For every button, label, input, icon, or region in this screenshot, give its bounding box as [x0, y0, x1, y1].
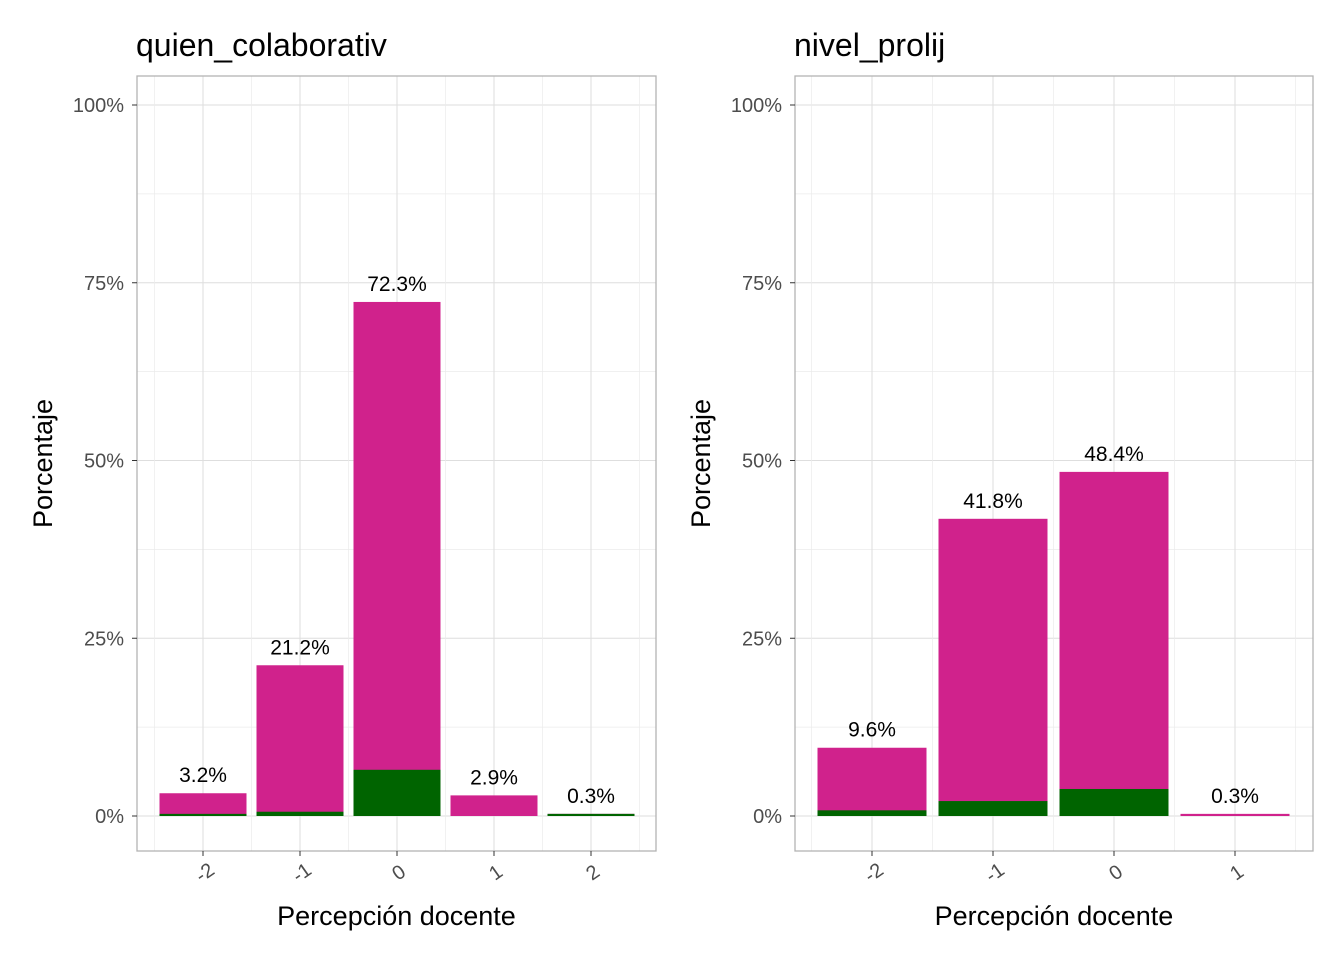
- panel-1: 9.6% 41.8% 48.4% 0.3% 0% 25% 50% 75% 100% -2 -1 0 1 P…: [686, 27, 1314, 931]
- bar-subset: [817, 810, 927, 816]
- y-tick-label: 75%: [84, 273, 124, 295]
- chart-title: nivel_prolij: [794, 27, 945, 63]
- panel-0: 3.2% 21.2% 72.3% 2.9% 0.3% 0% 25% 50% 75% 100% -2 -…: [28, 27, 657, 931]
- y-axis-title: Porcentaje: [28, 399, 58, 528]
- y-tick-label: 50%: [84, 451, 124, 473]
- bar-total: [353, 301, 441, 816]
- data-label: 9.6%: [848, 719, 896, 742]
- data-label: 2.9%: [470, 766, 518, 789]
- data-label: 21.2%: [270, 636, 330, 659]
- x-tick-label: -2: [192, 859, 219, 887]
- x-tick-label: 0: [1105, 861, 1127, 885]
- y-tick-label: 0%: [95, 806, 124, 828]
- data-label: 0.3%: [1211, 785, 1259, 808]
- bar-total: [938, 518, 1048, 816]
- x-tick-label: -1: [982, 859, 1009, 887]
- data-label: 3.2%: [179, 764, 227, 787]
- x-tick-label: 1: [485, 861, 507, 885]
- bar-total: [159, 793, 247, 816]
- y-tick-label: 75%: [742, 273, 782, 295]
- bar-total: [817, 747, 927, 816]
- x-axis-title: Percepción docente: [277, 901, 516, 931]
- y-tick-label: 100%: [73, 95, 124, 117]
- plot-background: [795, 76, 1313, 851]
- bar-total: [450, 795, 538, 816]
- data-label: 0.3%: [567, 785, 615, 808]
- x-tick-label: 1: [1226, 861, 1248, 885]
- data-label: 41.8%: [963, 490, 1023, 513]
- bar-subset: [547, 813, 635, 816]
- data-label: 72.3%: [367, 273, 427, 296]
- x-tick-label: -1: [289, 859, 316, 887]
- bar-total: [1059, 471, 1169, 816]
- bar-subset: [159, 813, 247, 816]
- x-tick-label: -2: [861, 859, 888, 887]
- x-axis-title: Percepción docente: [935, 901, 1174, 931]
- x-tick-label: 0: [388, 861, 410, 885]
- plot-border: [794, 75, 1314, 852]
- bar-subset: [256, 811, 344, 816]
- data-label: 48.4%: [1084, 443, 1144, 466]
- y-tick-label: 25%: [84, 628, 124, 650]
- x-tick-label: 2: [582, 861, 604, 885]
- chart-title: quien_colaborativ: [136, 27, 387, 63]
- y-axis-title: Porcentaje: [686, 399, 716, 528]
- bar-total: [1180, 813, 1290, 816]
- y-tick-label: 25%: [742, 628, 782, 650]
- y-tick-label: 100%: [731, 95, 782, 117]
- bar-subset: [1059, 788, 1169, 816]
- bar-subset: [938, 801, 1048, 816]
- bar-subset: [353, 769, 441, 816]
- bar-total: [256, 665, 344, 816]
- y-tick-label: 50%: [742, 451, 782, 473]
- y-tick-label: 0%: [753, 806, 782, 828]
